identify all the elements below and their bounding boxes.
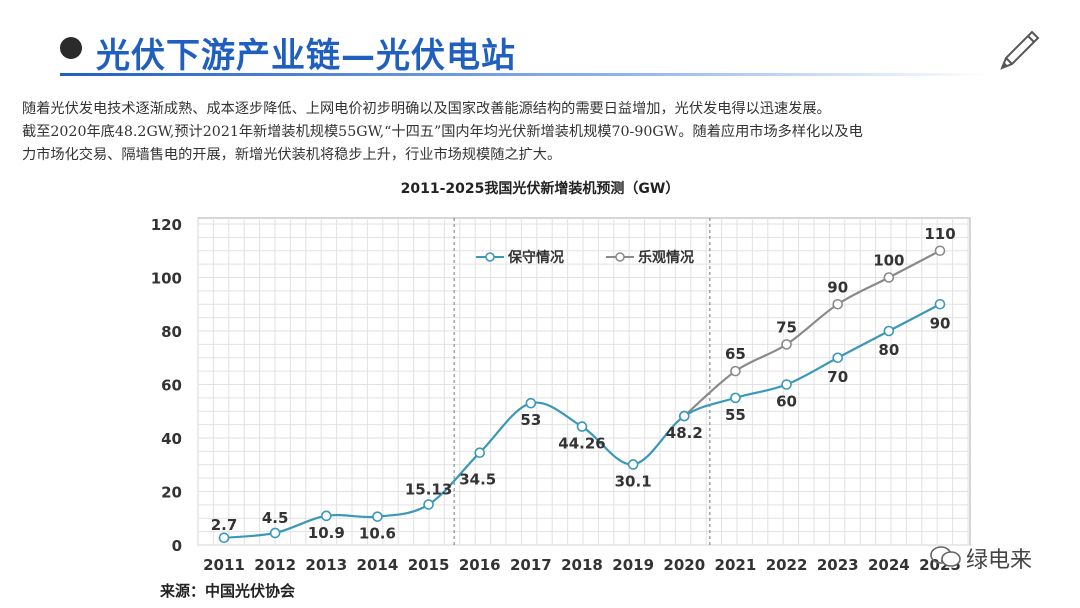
data-label: 90 [930, 314, 951, 332]
data-label: 2.7 [211, 516, 238, 534]
x-tick-label: 2024 [868, 556, 910, 574]
pen-icon [1000, 30, 1040, 70]
intro-paragraph: 随着光伏发电技术逐渐成熟、成本逐步降低、上网电价初步明确以及国家改善能源结构的需… [22, 98, 1062, 167]
data-label: 44.26 [558, 435, 605, 453]
y-tick-label: 40 [161, 430, 182, 448]
data-point [781, 379, 792, 390]
y-tick-label: 120 [151, 216, 182, 234]
data-point [832, 298, 844, 310]
data-label: 4.5 [262, 509, 289, 527]
data-label: 15.13 [405, 481, 452, 499]
data-point [730, 392, 741, 404]
data-point [320, 510, 332, 522]
slide-header: 光伏下游产业链—光伏电站 [0, 0, 1080, 92]
y-tick-label: 0 [172, 537, 182, 555]
data-point [269, 527, 281, 539]
legend-label: 保守情况 [507, 249, 564, 266]
x-tick-label: 2011 [203, 556, 245, 574]
data-point [423, 499, 434, 510]
data-label: 48.2 [666, 424, 703, 442]
data-label: 55 [725, 406, 746, 424]
data-label: 75 [776, 318, 797, 336]
data-label: 10.9 [308, 524, 345, 542]
legend-label: 乐观情况 [638, 249, 694, 266]
x-tick-label: 2014 [357, 556, 399, 574]
x-tick-label: 2017 [510, 556, 552, 574]
slide-title: 光伏下游产业链—光伏电站 [96, 36, 516, 76]
data-point [678, 410, 690, 422]
title-underline [60, 73, 990, 76]
data-label: 90 [827, 278, 848, 296]
data-point [576, 421, 588, 432]
x-tick-label: 2019 [612, 556, 654, 574]
line-chart: 0 20 40 60 80 100 120 2011 2012 2013 2014 2015 2016 2… [151, 216, 971, 574]
data-point [372, 511, 383, 522]
x-tick-label: 2022 [766, 556, 808, 574]
wechat-icon [930, 546, 961, 567]
watermark-text: 绿电来 [966, 548, 1033, 573]
data-point [781, 339, 792, 350]
x-tick-label: 2021 [715, 556, 757, 574]
x-tick-label: 2012 [254, 556, 296, 574]
paragraph-line: 随着光伏发电技术逐渐成熟、成本逐步降低、上网电价初步明确以及国家改善能源结构的需… [22, 101, 831, 117]
data-label: 34.5 [459, 471, 496, 489]
data-point [934, 245, 946, 257]
y-tick-label: 100 [151, 270, 182, 288]
data-point [218, 532, 230, 544]
data-label: 10.6 [359, 525, 396, 543]
data-point [525, 397, 537, 409]
data-label: 53 [520, 411, 541, 429]
data-label: 65 [725, 345, 746, 363]
paragraph-line: 截至2020年底48.2GW,预计2021年新增装机规模55GW,“十四五”国内… [22, 124, 863, 140]
data-point [883, 325, 895, 337]
data-label: 70 [827, 368, 848, 386]
bullet-icon [60, 37, 82, 59]
paragraph-line: 力市场化交易、隔墙售电的开展，新增光伏装机将稳步上升，行业市场规模随之扩大。 [22, 147, 562, 163]
x-tick-label: 2015 [408, 556, 450, 574]
data-label: 60 [776, 393, 797, 411]
data-point [730, 365, 741, 377]
data-point [934, 298, 946, 310]
y-tick-label: 80 [161, 323, 182, 341]
data-label: 80 [878, 341, 899, 359]
data-point [474, 447, 486, 459]
data-point [883, 272, 895, 283]
data-label: 30.1 [615, 472, 652, 490]
y-tick-label: 60 [161, 377, 182, 395]
data-label: 110 [924, 225, 955, 243]
x-tick-label: 2018 [561, 556, 603, 574]
data-point [832, 352, 844, 364]
chart-title: 2011-2025我国光伏新增装机预测（GW） [400, 181, 680, 197]
x-tick-label: 2013 [305, 556, 347, 574]
data-point [627, 459, 639, 470]
source-note: 来源：中国光伏协会 [160, 582, 296, 600]
x-tick-label: 2020 [663, 556, 705, 574]
plot-frame [197, 217, 971, 546]
data-label: 100 [873, 252, 904, 270]
x-tick-label: 2023 [817, 556, 859, 574]
y-tick-label: 20 [161, 484, 182, 502]
x-tick-label: 2016 [459, 556, 501, 574]
legend-marker [615, 252, 625, 262]
legend-marker [485, 252, 495, 262]
